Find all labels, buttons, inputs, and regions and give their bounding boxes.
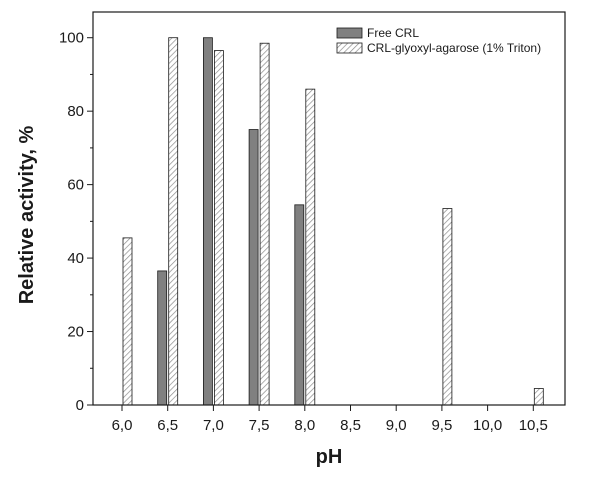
y-tick-label: 20: [67, 324, 84, 341]
legend-label-crl-glyoxyl-agarose: CRL-glyoxyl-agarose (1% Triton): [367, 41, 541, 55]
bar-free-crl-7-0: [202, 37, 213, 406]
bar-free-crl-6-5: [157, 270, 168, 406]
x-tick-label: 6,0: [112, 417, 133, 434]
x-tick-label: 8,0: [294, 417, 315, 434]
y-tick-label: 0: [76, 397, 84, 414]
x-tick-label: 6,5: [157, 417, 178, 434]
x-axis-ticks: 6,0 6,5 7,0 7,5 8,0 8,5 9,0 9,5 10,0 10,5: [112, 405, 548, 434]
x-tick-label: 10,0: [473, 417, 502, 434]
y-tick-label: 40: [67, 250, 84, 267]
bar-crl-glyoxyl-agarose-6-5: [168, 37, 179, 406]
bar-free-crl-7-5: [248, 129, 259, 406]
y-tick-label: 100: [59, 30, 84, 47]
bar-crl-glyoxyl-agarose-10-5: [533, 388, 544, 406]
y-axis-ticks: 0 20 40 60 80 100: [59, 30, 93, 414]
legend: Free CRL CRL-glyoxyl-agarose (1% Triton): [336, 26, 541, 55]
x-tick-label: 7,5: [249, 417, 270, 434]
bar-crl-glyoxyl-agarose-8-0: [305, 88, 316, 406]
legend-label-free-crl: Free CRL: [367, 26, 419, 40]
bar-crl-glyoxyl-agarose-7-0: [213, 50, 224, 406]
y-axis-title: Relative activity, %: [16, 125, 38, 304]
x-tick-label: 8,5: [340, 417, 361, 434]
bars-group: [122, 37, 544, 406]
x-tick-label: 10,5: [519, 417, 548, 434]
legend-swatch-free-crl: [336, 27, 363, 39]
bar-crl-glyoxyl-agarose-7-5: [259, 42, 270, 406]
y-tick-label: 80: [67, 103, 84, 120]
x-tick-label: 9,0: [386, 417, 407, 434]
x-tick-label: 7,0: [203, 417, 224, 434]
bar-free-crl-8-0: [294, 204, 305, 406]
x-axis-title: pH: [316, 446, 343, 468]
plot-frame: [92, 11, 566, 406]
y-tick-label: 60: [67, 177, 84, 194]
bar-crl-glyoxyl-agarose-6-0: [122, 237, 133, 406]
legend-swatch-crl-glyoxyl-agarose: [336, 42, 363, 54]
x-tick-label: 9,5: [431, 417, 452, 434]
bar-crl-glyoxyl-agarose-9-5: [442, 208, 453, 406]
